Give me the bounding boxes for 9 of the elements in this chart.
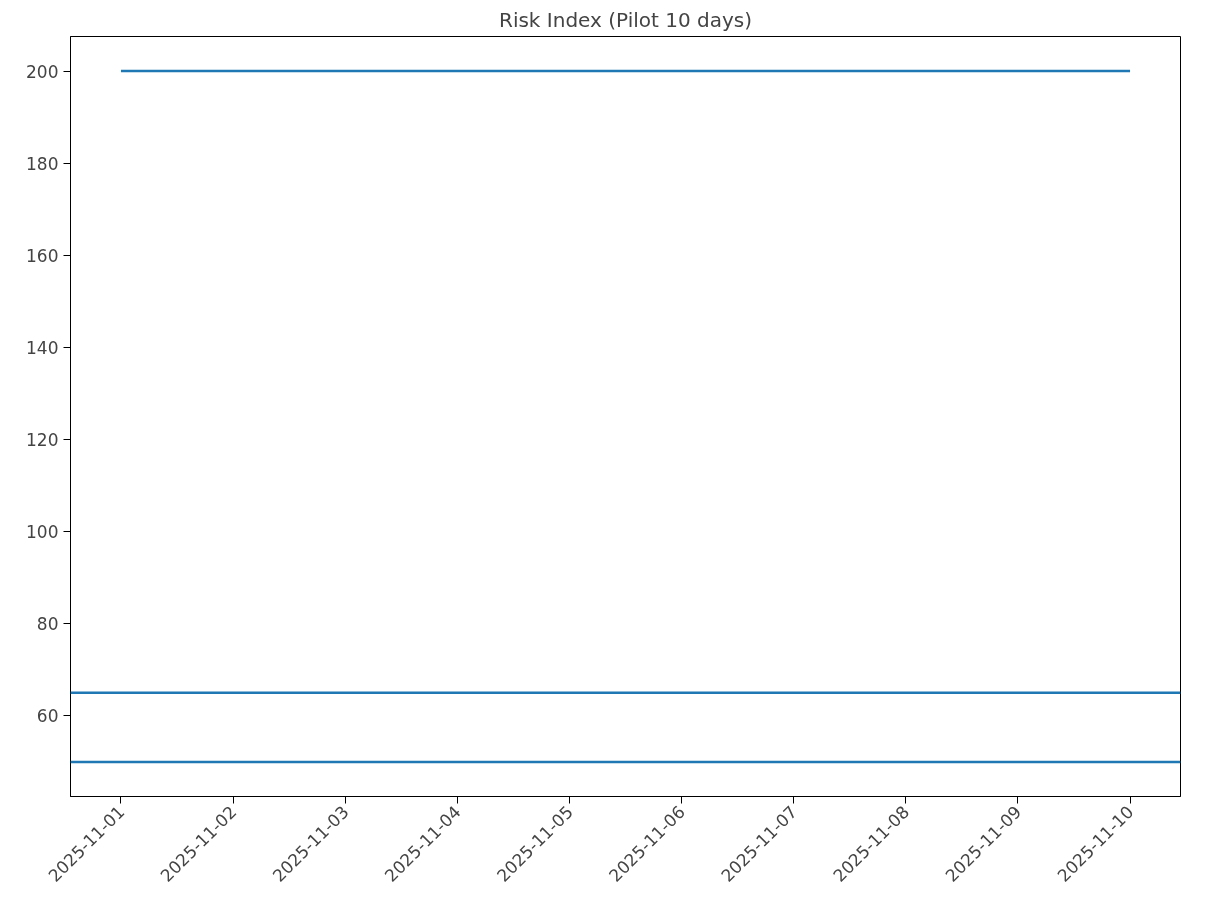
y-tick-label: 200: [26, 61, 59, 82]
y-tick-label: 60: [36, 706, 59, 727]
y-tick-label: 80: [36, 614, 59, 635]
y-tick-label: 120: [26, 430, 59, 451]
chart-title: Risk Index (Pilot 10 days): [498, 7, 753, 32]
y-tick-label: 180: [26, 153, 59, 174]
y-tick-label: 100: [26, 522, 59, 543]
y-tick-label: 140: [26, 337, 59, 358]
y-tick-label: 160: [26, 245, 59, 266]
